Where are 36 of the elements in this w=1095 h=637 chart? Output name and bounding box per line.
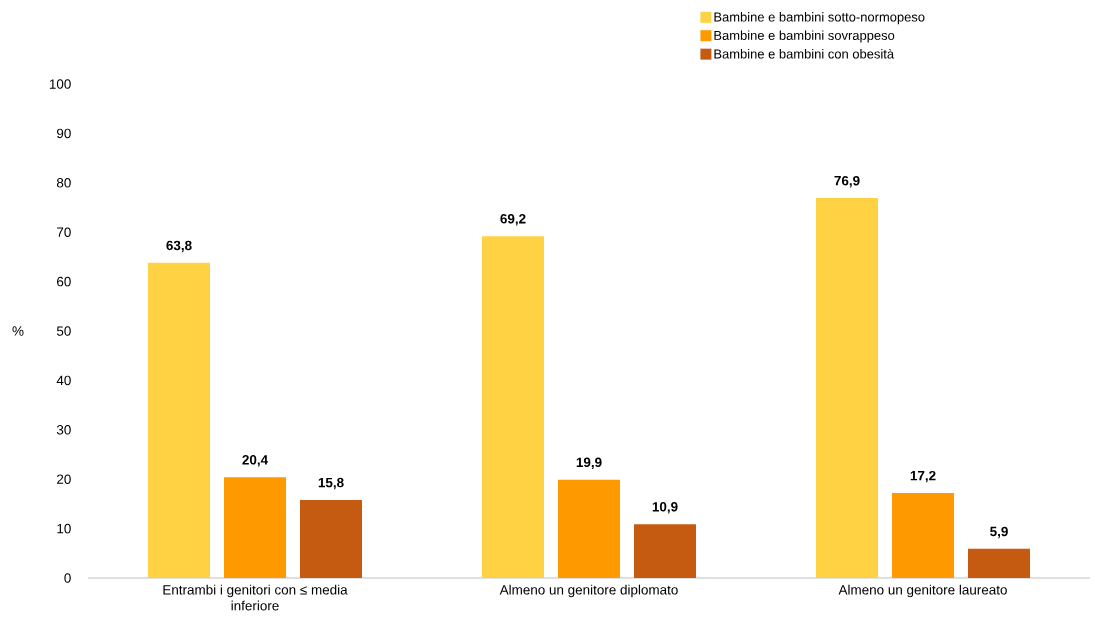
bar	[892, 493, 955, 578]
data-label: 20,4	[242, 455, 269, 467]
y-tick-label: 10	[57, 523, 71, 534]
bar	[558, 479, 620, 578]
y-tick-label: 90	[56, 128, 71, 139]
y-tick-label: 40	[56, 375, 71, 386]
bar	[816, 198, 879, 578]
bar	[968, 548, 1031, 578]
y-tick-label: 80	[56, 178, 71, 188]
data-label: 10,9	[652, 502, 678, 514]
bar	[224, 477, 286, 578]
y-tick-label: 100	[49, 79, 71, 89]
bar	[634, 524, 696, 578]
y-tick-label: 0	[64, 573, 71, 583]
x-tick-label: Almeno un genitore diplomato	[499, 584, 678, 598]
legend-label: Bambine e bambini sovrappeso	[714, 30, 895, 43]
bar	[300, 499, 362, 578]
data-label: 76,9	[834, 175, 860, 188]
y-tick-label: 70	[57, 227, 71, 237]
y-tick-label: 30	[56, 425, 71, 435]
data-label: 69,2	[500, 213, 526, 226]
data-label: 17,2	[910, 470, 936, 483]
legend-label: Bambine e bambini con obesità	[714, 48, 895, 59]
data-label: 63,8	[166, 240, 192, 253]
data-label: 5,9	[990, 526, 1008, 539]
data-label: 19,9	[576, 457, 602, 470]
y-tick-label: 50	[56, 326, 71, 336]
bar	[148, 262, 210, 578]
x-tick-label: Entrambi i genitori con ≤ media inferiore	[163, 584, 348, 611]
data-label: 15,8	[318, 477, 344, 490]
x-tick-label: Almeno un genitore laureato	[838, 584, 1007, 598]
y-tick-label: 20	[57, 474, 71, 484]
y-axis-title: %	[12, 326, 24, 336]
bar	[482, 236, 544, 578]
y-tick-label: 60	[57, 276, 71, 287]
legend-label: Bambine e bambini sotto-normopeso	[714, 12, 925, 25]
